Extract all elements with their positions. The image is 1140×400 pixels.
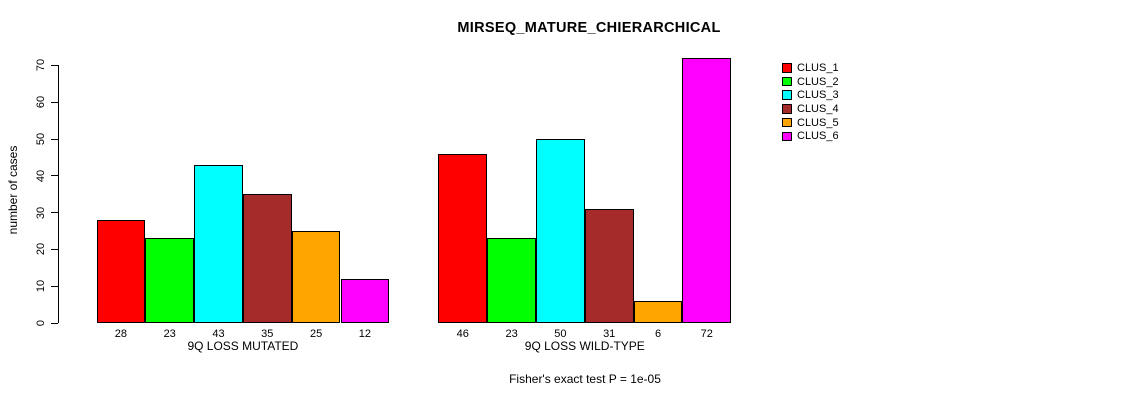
legend-swatch: [782, 76, 792, 87]
y-tick: [51, 248, 58, 250]
y-tick: [51, 138, 58, 140]
bar-value-label: 72: [700, 328, 713, 340]
y-tick-label: 20: [35, 243, 47, 256]
group-label: 9Q LOSS WILD-TYPE: [524, 339, 645, 353]
bar-value-label: 6: [654, 328, 662, 340]
bar-value-label: 50: [554, 328, 567, 340]
bar: [145, 238, 195, 323]
legend: CLUS_1 CLUS_2 CLUS_3 CLUS_4 CLUS_5 CLUS_6: [782, 61, 839, 143]
bar: [536, 139, 585, 323]
y-tick: [51, 212, 58, 214]
chart-title: MIRSEQ_MATURE_CHIERARCHICAL: [457, 20, 721, 36]
y-tick: [51, 322, 58, 324]
legend-item: CLUS_6: [782, 129, 839, 143]
legend-item: CLUS_2: [782, 75, 839, 89]
legend-label: CLUS_2: [797, 75, 839, 88]
legend-item: CLUS_5: [782, 116, 839, 130]
y-tick: [51, 101, 58, 103]
bar: [584, 208, 634, 323]
bar: [340, 278, 390, 323]
bar-value-label: 12: [358, 328, 372, 340]
y-tick-label: 60: [35, 96, 47, 109]
bar: [194, 164, 243, 323]
bar: [96, 219, 146, 323]
bar: [291, 231, 341, 323]
legend-label: CLUS_1: [797, 61, 839, 74]
legend-swatch: [782, 117, 792, 128]
bar: [438, 153, 488, 323]
y-tick: [51, 285, 58, 287]
bar-value-label: 25: [309, 328, 323, 340]
bar: [633, 300, 683, 323]
bar: [242, 194, 292, 323]
bar-value-label: 28: [114, 328, 128, 340]
y-tick: [51, 175, 58, 177]
subtitle-text: Fisher's exact test P = 1e-05: [509, 372, 661, 386]
group-label: 9Q LOSS MUTATED: [187, 339, 299, 353]
legend-item: CLUS_4: [782, 102, 839, 116]
y-tick: [51, 64, 58, 66]
bar-value-label: 31: [603, 328, 616, 340]
legend-swatch: [782, 131, 792, 142]
y-tick-label: 70: [35, 59, 47, 72]
bar-value-label: 46: [456, 328, 469, 340]
legend-item: CLUS_3: [782, 88, 839, 102]
bar-value-label: 43: [212, 328, 225, 340]
legend-label: CLUS_5: [797, 116, 839, 129]
legend-label: CLUS_4: [797, 102, 839, 115]
legend-swatch: [782, 63, 792, 73]
bar: [487, 238, 536, 323]
y-tick-label: 40: [35, 169, 47, 182]
y-axis-line: [57, 65, 59, 323]
legend-swatch: [782, 104, 792, 114]
y-tick-label: 0: [35, 319, 47, 327]
y-tick-label: 50: [35, 132, 47, 146]
bar-value-label: 23: [505, 328, 518, 340]
legend-swatch: [782, 90, 792, 100]
legend-label: CLUS_3: [797, 89, 839, 102]
bar-value-label: 23: [163, 328, 176, 340]
bar-value-label: 35: [261, 328, 274, 340]
y-axis-label: number of cases: [6, 145, 20, 235]
legend-item: CLUS_1: [782, 61, 839, 75]
bar: [682, 58, 732, 323]
y-tick-label: 30: [35, 206, 47, 219]
legend-label: CLUS_6: [797, 130, 839, 143]
y-tick-label: 10: [35, 280, 47, 293]
